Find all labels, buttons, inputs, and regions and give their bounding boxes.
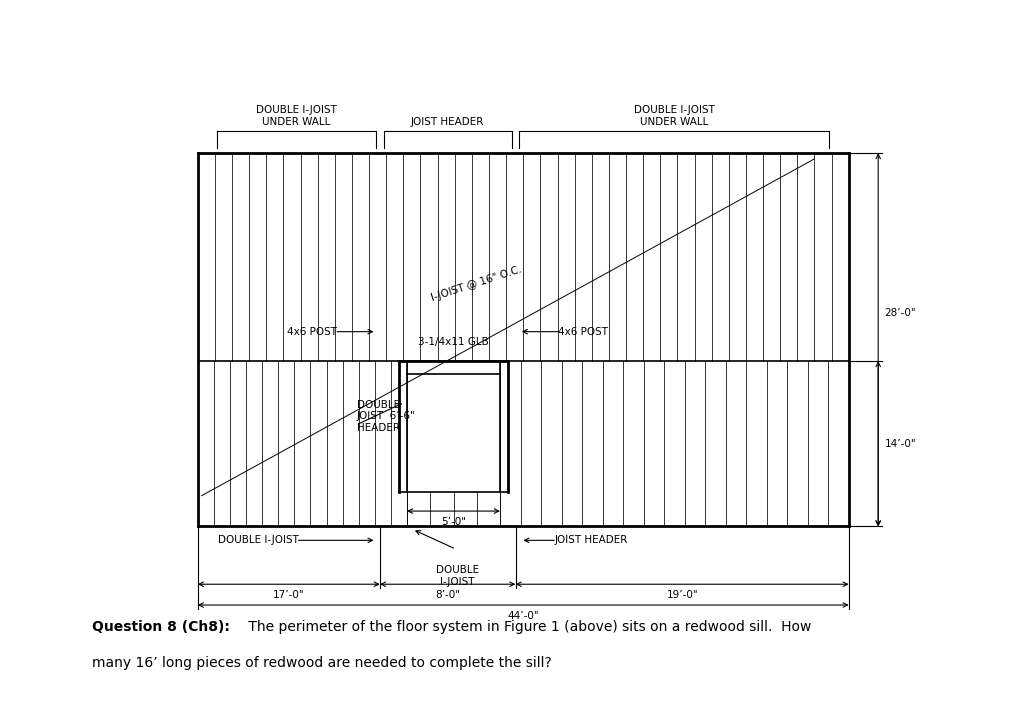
Text: JOIST HEADER: JOIST HEADER bbox=[411, 117, 484, 127]
Text: DOUBLE I-JOIST
UNDER WALL: DOUBLE I-JOIST UNDER WALL bbox=[634, 105, 715, 127]
Text: The perimeter of the floor system in Figure 1 (above) sits on a redwood sill.  H: The perimeter of the floor system in Fig… bbox=[244, 620, 811, 635]
Text: 5’-0": 5’-0" bbox=[441, 517, 466, 527]
Text: DOUBLE
I-JOIST: DOUBLE I-JOIST bbox=[436, 565, 479, 587]
Text: Question 8 (Ch8):: Question 8 (Ch8): bbox=[92, 620, 230, 635]
Text: DOUBLE
JOIST  6’-6"
HEADER: DOUBLE JOIST 6’-6" HEADER bbox=[356, 400, 416, 433]
Text: 4x6 POST: 4x6 POST bbox=[288, 327, 337, 337]
Text: 3-1/4x11 GLB: 3-1/4x11 GLB bbox=[418, 337, 488, 347]
Text: 17’-0": 17’-0" bbox=[273, 590, 304, 600]
Text: 14’-0": 14’-0" bbox=[885, 439, 916, 449]
Text: 19’-0": 19’-0" bbox=[667, 590, 698, 600]
Text: DOUBLE I-JOIST
UNDER WALL: DOUBLE I-JOIST UNDER WALL bbox=[256, 105, 337, 127]
Text: 44’-0": 44’-0" bbox=[508, 611, 539, 621]
Text: 28’-0": 28’-0" bbox=[885, 308, 916, 318]
Text: 8’-0": 8’-0" bbox=[435, 590, 460, 600]
Text: JOIST HEADER: JOIST HEADER bbox=[554, 536, 628, 546]
Text: I-JOIST @ 16" O.C.: I-JOIST @ 16" O.C. bbox=[430, 265, 523, 303]
Text: many 16’ long pieces of redwood are needed to complete the sill?: many 16’ long pieces of redwood are need… bbox=[92, 656, 552, 670]
Text: DOUBLE I-JOIST: DOUBLE I-JOIST bbox=[218, 536, 299, 546]
Text: 4x6 POST: 4x6 POST bbox=[558, 327, 608, 337]
